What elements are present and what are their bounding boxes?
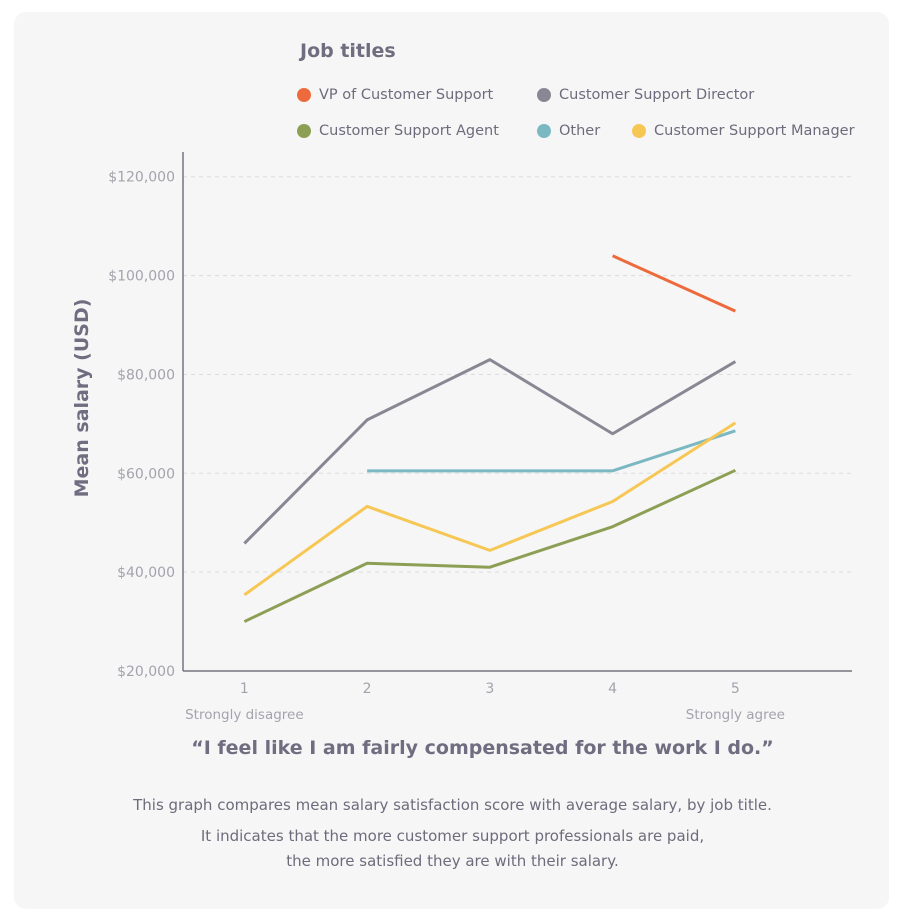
y-tick-labels: $20,000 $40,000 $60,000 $80,000 $100,000 $120…	[108, 170, 175, 680]
x-tick-label: 1	[240, 681, 249, 697]
grid-lines	[183, 176, 852, 573]
legend-label: Other	[559, 123, 601, 139]
legend-item-director: Customer Support Director	[537, 87, 754, 103]
legend-item-vp: VP of Customer Support	[297, 87, 493, 103]
y-tick-label: $40,000	[117, 565, 175, 581]
x-tick-sublabel: Strongly disagree	[185, 707, 304, 723]
legend-dot-icon	[297, 124, 311, 138]
x-tick-label: 2	[363, 681, 372, 697]
y-tick-label: $120,000	[108, 170, 175, 186]
legend-label: VP of Customer Support	[319, 87, 494, 103]
legend-dot-icon	[537, 124, 551, 138]
axes	[182, 152, 852, 672]
legend-item-other: Other	[537, 123, 600, 139]
y-tick-label: $20,000	[117, 664, 175, 680]
series-line-customer-support-director	[243, 358, 737, 545]
caption-line-3: the more satisfied they are with their s…	[286, 852, 619, 870]
y-axis-title: Mean salary (USD)	[71, 299, 93, 498]
y-tick-label: $80,000	[117, 367, 175, 383]
legend-item-agent: Customer Support Agent	[297, 123, 499, 139]
legend-title: Job titles	[300, 40, 396, 62]
series-line-other	[367, 429, 736, 473]
legend-label: Customer Support Manager	[654, 123, 855, 139]
x-tick-sublabel: Strongly agree	[686, 707, 785, 723]
y-tick-label: $60,000	[117, 466, 175, 482]
y-tick-label: $100,000	[108, 269, 175, 285]
caption-line-1: This graph compares mean salary satisfac…	[133, 796, 772, 814]
chart-card	[14, 12, 889, 909]
x-tick-label: 4	[608, 681, 617, 697]
legend-dot-icon	[297, 88, 311, 102]
x-axis-title: “I feel like I am fairly compensated for…	[191, 737, 774, 759]
legend-label: Customer Support Agent	[319, 123, 499, 139]
series-line-customer-support-manager	[243, 421, 737, 597]
series-line-vp-of-customer-support	[612, 254, 737, 313]
x-tick-label: 3	[485, 681, 494, 697]
series-line-customer-support-agent	[243, 468, 737, 623]
caption-line-2: It indicates that the more customer supp…	[200, 827, 705, 845]
legend-dot-icon	[632, 124, 646, 138]
legend-item-manager: Customer Support Manager	[632, 123, 855, 139]
legend-dot-icon	[537, 88, 551, 102]
series-lines	[243, 254, 737, 623]
x-tick-label: 5	[731, 681, 740, 697]
legend-label: Customer Support Director	[559, 87, 755, 103]
x-tick-labels: 1 Strongly disagree 2 3 4 5 Strongly agree	[185, 681, 785, 723]
